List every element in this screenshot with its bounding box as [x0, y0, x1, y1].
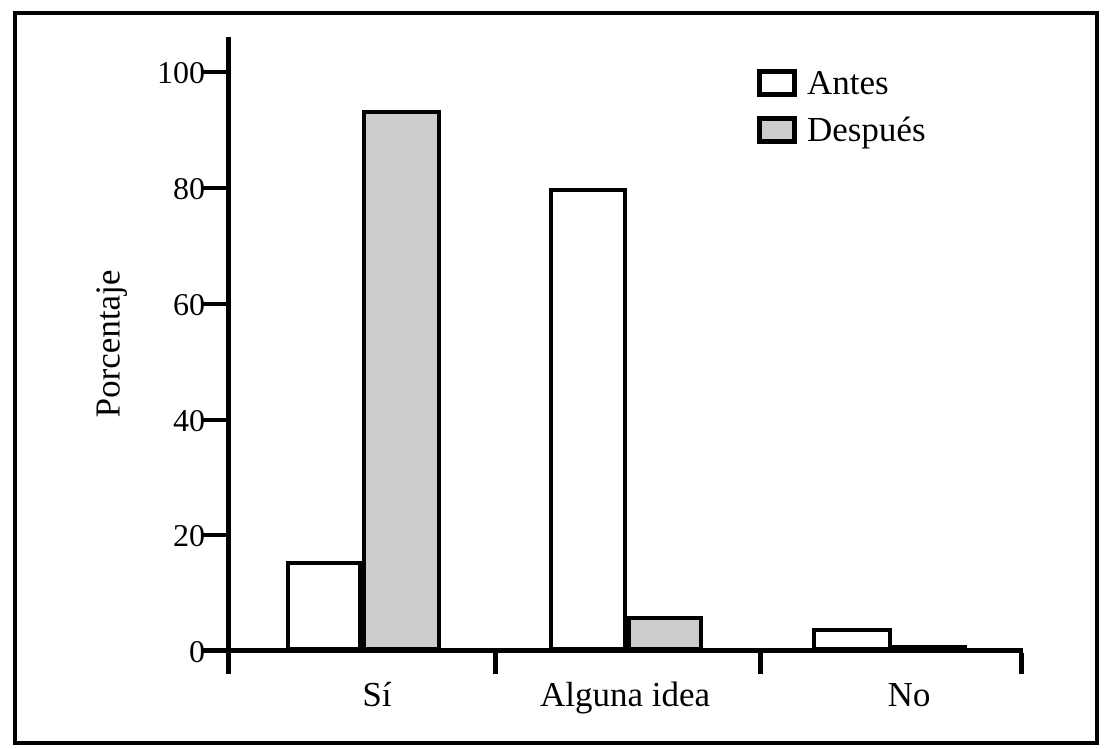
legend-label-despues: Después [807, 110, 926, 149]
legend-item-antes: Antes [757, 65, 889, 100]
y-tick-label-60: 60 [173, 285, 205, 322]
x-tick-2 [1018, 653, 1024, 674]
legend-label-antes: Antes [807, 63, 889, 102]
bar-después-no [892, 645, 967, 651]
legend-item-despues: Después [757, 112, 926, 147]
bar-después-sí [362, 110, 441, 651]
y-tick-label-20: 20 [173, 517, 205, 554]
y-tick-label-40: 40 [173, 401, 205, 438]
y-axis-line [226, 37, 231, 674]
category-label-no: No [887, 675, 931, 714]
y-tick-label-100: 100 [157, 54, 205, 91]
y-tick-60 [203, 301, 226, 306]
y-tick-label-80: 80 [173, 170, 205, 207]
x-tick-1 [757, 653, 763, 674]
bar-antes-no [812, 627, 892, 651]
legend-swatch-antes [757, 68, 797, 97]
bar-antes-sí [286, 561, 362, 651]
x-tick-0 [492, 653, 498, 674]
y-tick-label-0: 0 [189, 633, 205, 669]
y-tick-80 [203, 186, 226, 191]
legend-swatch-despues [757, 115, 797, 144]
y-tick-20 [203, 533, 226, 538]
bar-después-alguna-idea [627, 616, 703, 651]
y-tick-100 [203, 70, 226, 75]
y-tick-40 [203, 417, 226, 422]
category-label-alguna-idea: Alguna idea [539, 675, 711, 714]
bar-antes-alguna-idea [549, 188, 627, 651]
category-label-sí: Sí [362, 675, 392, 714]
